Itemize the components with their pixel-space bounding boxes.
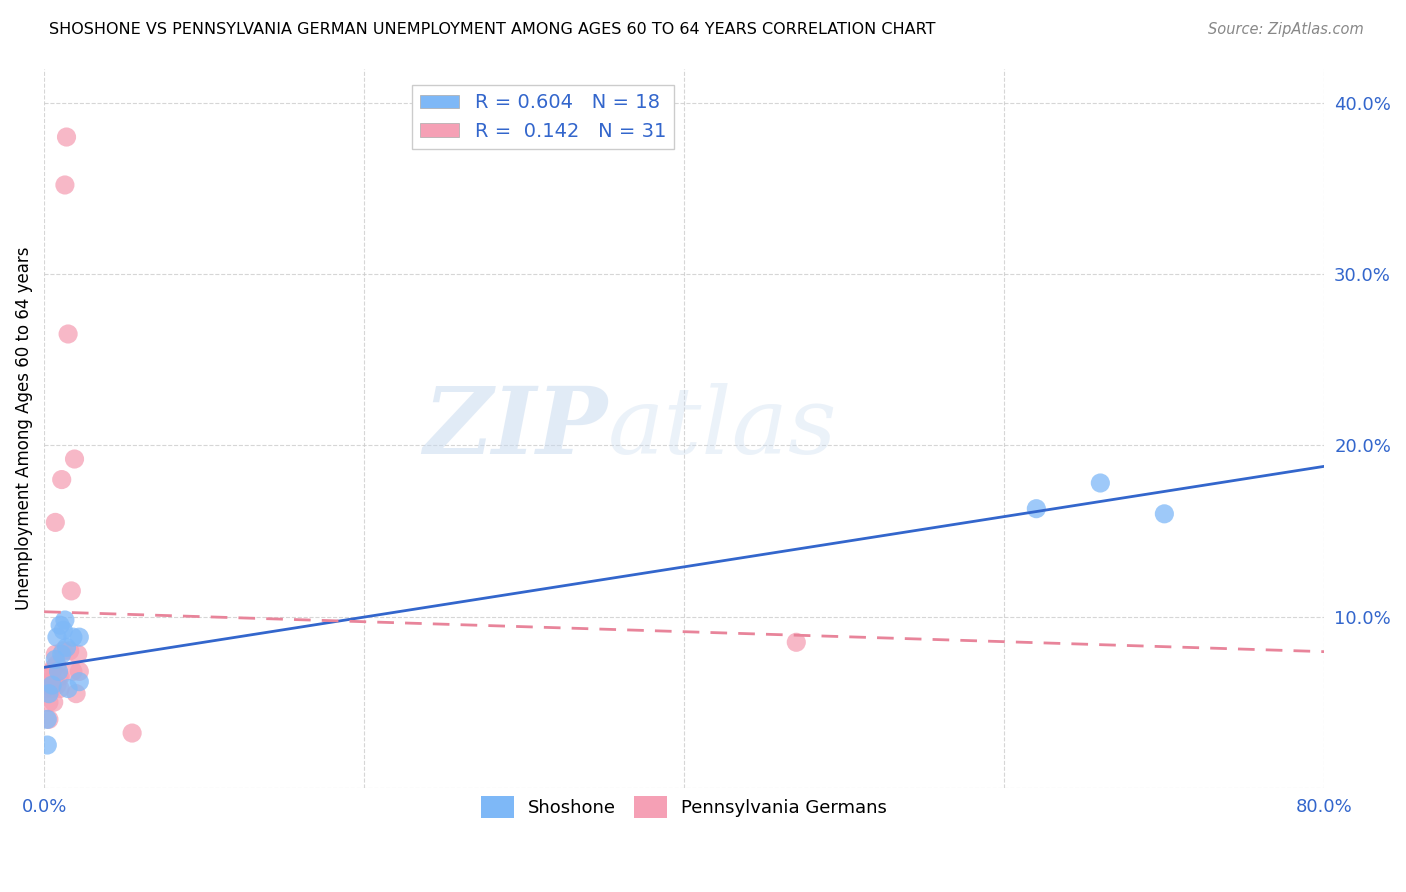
Point: [49, 618, 72, 632]
Point: [1153, 507, 1175, 521]
Point: [48, 665, 70, 679]
Point: [45, 678, 67, 692]
Point: [55, 640, 77, 655]
Point: [52, 644, 75, 658]
Point: [51, 647, 73, 661]
Point: [56, 326, 79, 341]
Point: [56, 681, 79, 696]
Text: Source: ZipAtlas.com: Source: ZipAtlas.com: [1208, 22, 1364, 37]
Point: [67, 665, 90, 679]
Point: [60, 583, 83, 598]
Point: [121, 726, 143, 740]
Point: [49, 681, 72, 696]
Text: SHOSHONE VS PENNSYLVANIA GERMAN UNEMPLOYMENT AMONG AGES 60 TO 64 YEARS CORRELATI: SHOSHONE VS PENNSYLVANIA GERMAN UNEMPLOY…: [49, 22, 936, 37]
Point: [41, 681, 63, 696]
Point: [37, 678, 59, 692]
Point: [65, 687, 87, 701]
Point: [38, 712, 60, 726]
Point: [38, 687, 60, 701]
Point: [59, 644, 82, 658]
Point: [52, 624, 75, 638]
Text: ZIP: ZIP: [423, 384, 607, 473]
Point: [49, 669, 72, 683]
Point: [62, 665, 84, 679]
Point: [37, 738, 59, 752]
Point: [67, 630, 90, 644]
Point: [1090, 475, 1112, 490]
Point: [42, 661, 65, 675]
Point: [53, 178, 76, 192]
Point: [785, 635, 807, 649]
Point: [45, 630, 67, 644]
Point: [51, 473, 73, 487]
Point: [38, 695, 60, 709]
Point: [53, 613, 76, 627]
Point: [45, 657, 67, 672]
Point: [63, 452, 86, 467]
Point: [67, 674, 90, 689]
Text: atlas: atlas: [607, 384, 837, 473]
Point: [44, 652, 66, 666]
Point: [35, 669, 58, 683]
Legend: Shoshone, Pennsylvania Germans: Shoshone, Pennsylvania Germans: [474, 789, 894, 826]
Point: [55, 130, 77, 145]
Point: [48, 669, 70, 683]
Y-axis label: Unemployment Among Ages 60 to 64 years: Unemployment Among Ages 60 to 64 years: [15, 246, 32, 610]
Point: [39, 674, 62, 689]
Point: [66, 647, 89, 661]
Point: [44, 516, 66, 530]
Point: [44, 647, 66, 661]
Point: [41, 678, 63, 692]
Point: [62, 630, 84, 644]
Point: [37, 712, 59, 726]
Point: [42, 695, 65, 709]
Point: [35, 681, 58, 696]
Point: [41, 665, 63, 679]
Point: [1025, 501, 1047, 516]
